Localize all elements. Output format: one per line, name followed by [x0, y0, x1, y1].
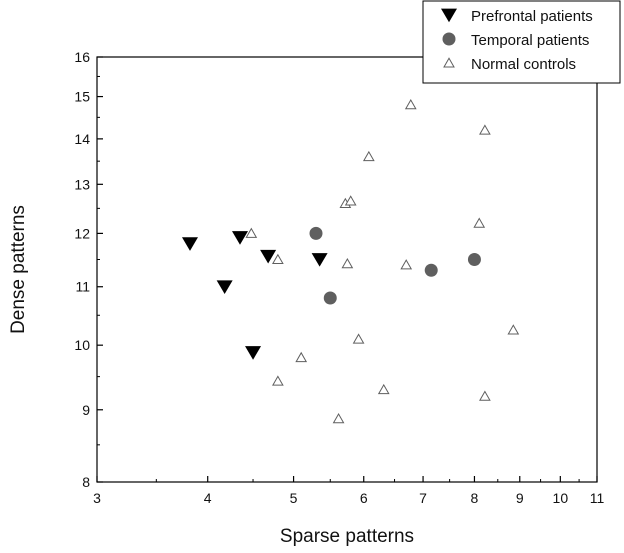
data-point [272, 253, 284, 264]
legend-marker [442, 32, 456, 46]
legend: Prefrontal patients Temporal patients Norm… [422, 0, 621, 84]
data-point [332, 412, 345, 424]
data-point [404, 99, 417, 110]
x-tick-label: 10 [553, 490, 569, 506]
x-axis-label: Sparse patterns [280, 526, 414, 547]
y-tick-label: 12 [74, 225, 90, 241]
y-tick-label: 9 [82, 402, 90, 418]
x-tick-label: 9 [516, 490, 524, 506]
data-point [467, 252, 481, 266]
y-tick-label: 15 [74, 89, 90, 105]
data-point [352, 333, 365, 344]
data-point [272, 375, 284, 386]
data-point [344, 195, 357, 206]
x-tick-label: 3 [93, 490, 101, 506]
legend-label: Normal controls [471, 56, 576, 73]
y-axis: 8 9 10 11 12 13 14 15 16 [74, 49, 103, 490]
y-tick-label: 13 [74, 176, 90, 192]
data-point [479, 390, 491, 401]
x-tick-label: 8 [471, 490, 479, 506]
data-point [323, 291, 337, 305]
data-point [311, 253, 328, 267]
legend-label: Temporal patients [471, 32, 589, 49]
data-point [424, 263, 438, 277]
y-tick-label: 11 [75, 279, 90, 295]
data-point [507, 324, 520, 335]
plot-frame [96, 56, 598, 483]
legend-label: Prefrontal patients [471, 8, 593, 25]
data-point [245, 346, 262, 360]
x-tick-label: 7 [419, 490, 427, 506]
data-point [216, 280, 233, 294]
data-points [181, 99, 520, 424]
data-point [245, 227, 258, 238]
data-point [260, 249, 277, 264]
data-point [341, 258, 354, 269]
x-axis: 3 4 5 6 7 8 9 10 11 [93, 476, 604, 506]
data-point [473, 217, 486, 228]
legend-marker [443, 57, 455, 68]
y-tick-label: 8 [82, 474, 90, 490]
legend-box [422, 0, 621, 84]
x-tick-label: 11 [590, 490, 605, 506]
y-tick-label: 16 [74, 49, 90, 65]
x-tick-label: 4 [204, 490, 212, 506]
data-point [362, 150, 375, 162]
data-point [181, 237, 198, 251]
data-point [479, 124, 491, 135]
y-tick-label: 14 [74, 131, 90, 147]
legend-marker [441, 8, 457, 23]
data-point [295, 351, 308, 363]
x-tick-label: 6 [360, 490, 368, 506]
y-axis-label: Dense patterns [8, 205, 29, 334]
y-tick-label: 10 [74, 337, 90, 353]
data-point [400, 259, 413, 270]
data-point [231, 231, 248, 245]
data-point [309, 226, 323, 240]
x-tick-label: 5 [290, 490, 298, 506]
data-point [377, 383, 390, 395]
